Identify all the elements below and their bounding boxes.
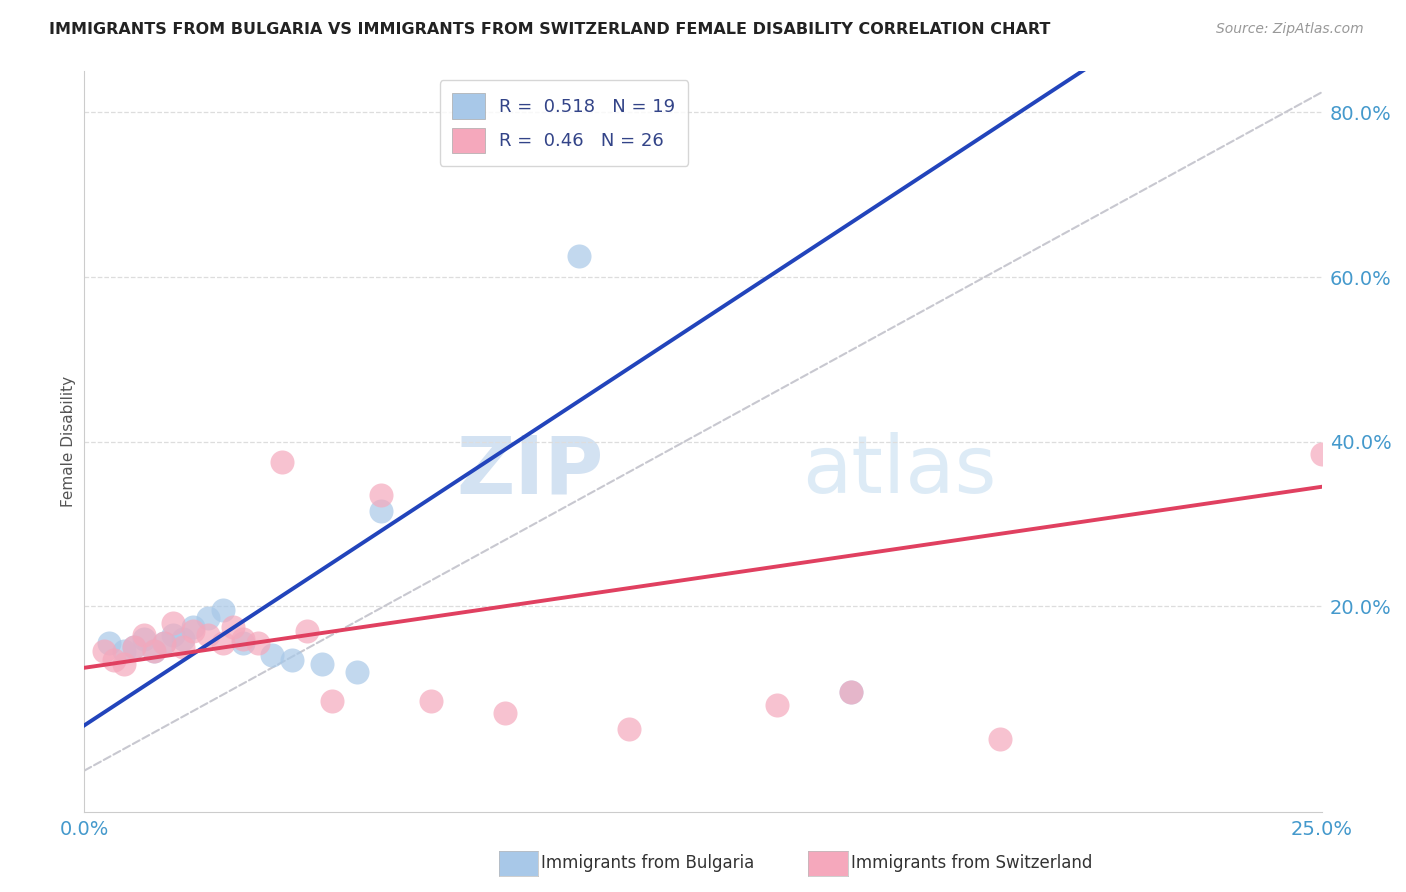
Point	[181, 624, 204, 638]
Point	[222, 619, 245, 633]
Point	[841, 685, 863, 699]
Point	[311, 657, 333, 671]
Point	[197, 628, 219, 642]
Point	[232, 632, 254, 646]
Point	[181, 619, 204, 633]
Point	[262, 648, 284, 663]
Point	[98, 636, 121, 650]
Point	[142, 644, 165, 658]
Point	[212, 636, 235, 650]
Point	[617, 723, 640, 737]
Point	[232, 636, 254, 650]
Point	[132, 628, 155, 642]
Point	[281, 652, 304, 666]
Point	[142, 644, 165, 658]
Point	[172, 632, 194, 646]
Point	[132, 632, 155, 646]
Point	[271, 455, 294, 469]
Point	[1310, 447, 1333, 461]
Y-axis label: Female Disability: Female Disability	[60, 376, 76, 508]
Point	[122, 640, 145, 655]
Text: Immigrants from Bulgaria: Immigrants from Bulgaria	[541, 854, 755, 871]
Point	[197, 611, 219, 625]
Legend: R =  0.518   N = 19, R =  0.46   N = 26: R = 0.518 N = 19, R = 0.46 N = 26	[440, 80, 688, 166]
Point	[162, 615, 184, 630]
Point	[152, 636, 174, 650]
Text: Source: ZipAtlas.com: Source: ZipAtlas.com	[1216, 22, 1364, 37]
Point	[212, 603, 235, 617]
Point	[370, 488, 392, 502]
Point	[370, 504, 392, 518]
Point	[152, 636, 174, 650]
Text: Immigrants from Switzerland: Immigrants from Switzerland	[851, 854, 1092, 871]
Point	[568, 250, 591, 264]
Text: IMMIGRANTS FROM BULGARIA VS IMMIGRANTS FROM SWITZERLAND FEMALE DISABILITY CORREL: IMMIGRANTS FROM BULGARIA VS IMMIGRANTS F…	[49, 22, 1050, 37]
Point	[112, 644, 135, 658]
Point	[419, 694, 441, 708]
Point	[766, 698, 789, 712]
Point	[112, 657, 135, 671]
Point	[841, 685, 863, 699]
Text: atlas: atlas	[801, 432, 997, 510]
Point	[246, 636, 269, 650]
Point	[988, 732, 1011, 747]
Point	[122, 640, 145, 655]
Point	[295, 624, 318, 638]
Point	[172, 640, 194, 655]
Point	[162, 628, 184, 642]
Point	[321, 694, 343, 708]
Text: ZIP: ZIP	[457, 432, 605, 510]
Point	[93, 644, 115, 658]
Point	[103, 652, 125, 666]
Point	[494, 706, 516, 720]
Point	[346, 665, 368, 679]
